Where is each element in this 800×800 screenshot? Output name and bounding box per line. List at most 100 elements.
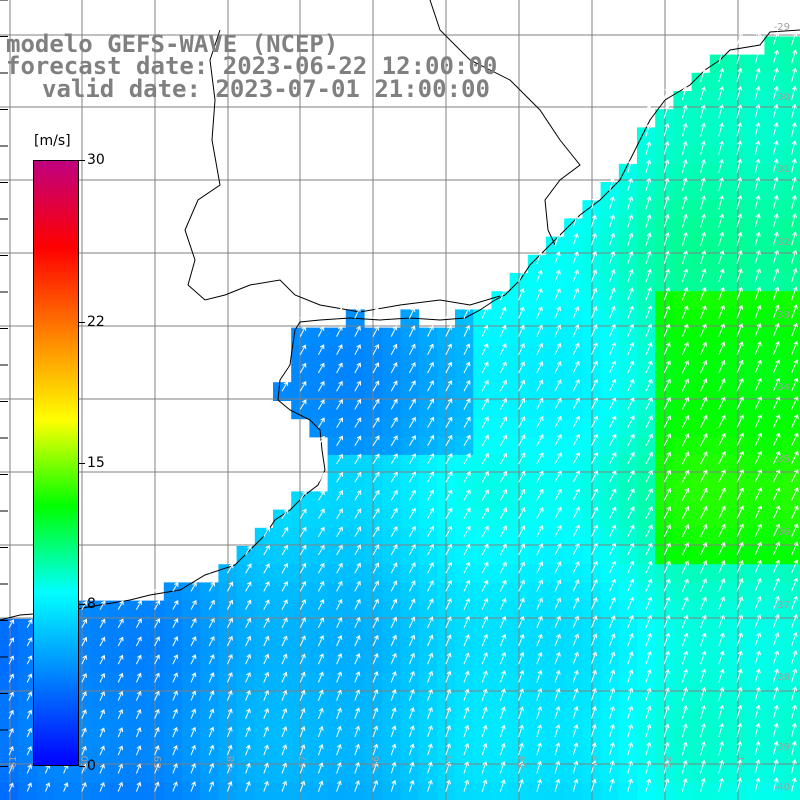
wind-arrow <box>336 526 343 538</box>
field-cell <box>709 182 729 201</box>
coastline-path <box>0 29 800 621</box>
field-cell <box>527 309 547 329</box>
field-cell <box>418 564 438 583</box>
field-cell <box>746 218 765 238</box>
wind-arrow <box>463 471 471 483</box>
wind-arrow <box>663 759 670 774</box>
field-cell <box>600 364 620 383</box>
field-cell <box>491 491 511 511</box>
field-cell <box>418 709 438 729</box>
field-cell <box>473 746 492 765</box>
wind-arrow <box>299 526 307 538</box>
wind-arrow <box>536 525 544 538</box>
wind-arrow <box>791 740 797 756</box>
field-cell <box>345 746 365 765</box>
wind-arrow <box>590 287 598 301</box>
wind-arrow <box>390 453 398 465</box>
field-cell <box>564 637 583 656</box>
field-cell <box>291 509 310 529</box>
field-cell <box>546 764 565 784</box>
field-cell <box>673 236 693 256</box>
wind-arrow <box>336 598 343 610</box>
field-cell <box>728 382 747 401</box>
wind-arrow <box>317 562 325 574</box>
wind-arrow <box>299 599 307 610</box>
field-cell <box>746 637 765 656</box>
wind-arrow <box>736 777 743 792</box>
wind-arrow <box>718 560 726 574</box>
wind-arrow <box>135 582 142 592</box>
wind-arrow <box>700 523 708 538</box>
wind-arrow <box>8 637 15 647</box>
field-cell <box>728 436 747 456</box>
field-cell <box>746 491 765 511</box>
field-cell <box>418 691 438 711</box>
field-cell <box>782 364 800 383</box>
wind-arrow <box>663 195 670 210</box>
wind-arrow <box>336 653 343 665</box>
field-cell <box>564 564 583 583</box>
field-cell <box>764 673 784 693</box>
wind-arrow <box>663 469 672 483</box>
wind-arrow <box>609 560 617 574</box>
wind-arrow <box>627 760 633 774</box>
wind-arrow <box>772 268 780 283</box>
field-cell <box>746 728 765 747</box>
field-cell <box>564 691 583 711</box>
wind-arrow <box>645 488 653 501</box>
wind-arrow <box>700 177 706 192</box>
field-cell <box>673 527 693 547</box>
wind-arrow <box>718 304 725 319</box>
wind-arrow <box>791 49 798 64</box>
wind-arrow <box>627 506 635 519</box>
wind-arrow <box>226 762 233 774</box>
wind-arrow <box>645 378 653 392</box>
field-cell <box>728 200 747 219</box>
wind-arrow <box>135 763 142 774</box>
field-cell <box>236 655 256 674</box>
field-cell <box>382 327 401 347</box>
field-cell <box>764 236 784 256</box>
wind-arrow <box>718 541 726 556</box>
wind-arrow <box>609 232 616 246</box>
field-cell <box>746 709 765 729</box>
wind-arrow <box>481 471 489 483</box>
wind-arrow <box>700 341 708 356</box>
wind-arrow <box>463 379 471 392</box>
wind-arrow <box>518 688 525 701</box>
field-cell <box>637 600 656 620</box>
field-cell <box>345 582 365 602</box>
field-cell <box>691 618 711 638</box>
wind-arrow <box>627 269 634 283</box>
wind-arrow <box>609 542 617 556</box>
wind-arrow <box>208 654 215 665</box>
wind-arrow <box>463 343 471 356</box>
field-cell <box>564 546 583 565</box>
field-cell <box>200 582 219 602</box>
wind-arrow <box>226 781 233 792</box>
field-cell <box>600 673 620 693</box>
field-cell <box>746 527 765 547</box>
wind-arrow <box>445 616 452 629</box>
wind-arrow <box>700 104 706 119</box>
field-cell <box>491 309 511 329</box>
wind-arrow <box>718 777 724 792</box>
wind-arrow <box>609 269 616 283</box>
field-cell <box>637 673 656 693</box>
field-cell <box>127 764 147 784</box>
wind-arrow <box>791 322 798 337</box>
latitude-label: -32 <box>774 237 790 248</box>
field-cell <box>182 655 201 674</box>
wind-arrow <box>791 304 798 319</box>
field-cell <box>546 473 565 492</box>
wind-arrow <box>609 687 616 701</box>
wind-arrow <box>427 416 435 428</box>
wind-arrow <box>754 577 762 592</box>
wind-arrow <box>791 650 798 665</box>
wind-arrow <box>372 761 379 774</box>
field-cell <box>764 36 784 56</box>
wind-arrow <box>135 690 142 701</box>
field-cell <box>18 764 37 784</box>
wind-arrow <box>281 762 288 774</box>
latitude-label: -40 <box>774 782 790 793</box>
